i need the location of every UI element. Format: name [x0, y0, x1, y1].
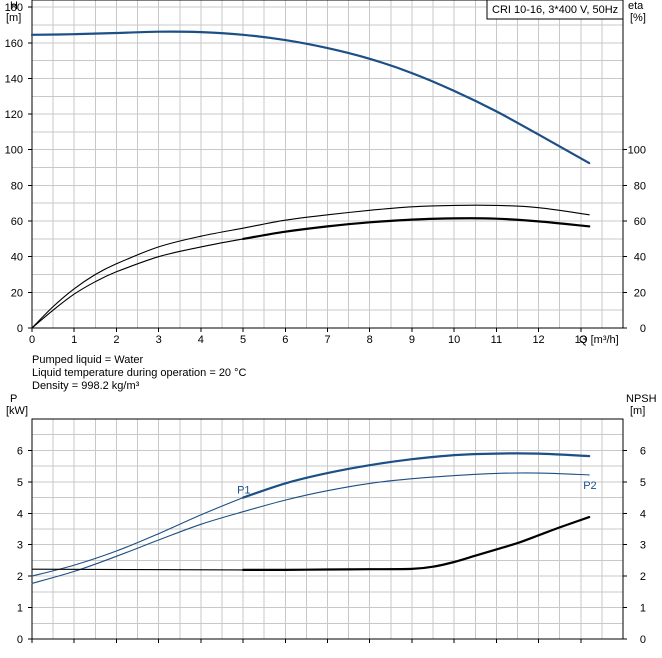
y-left-tick-label: 120 — [5, 109, 23, 121]
y-left-axis-unit: [m] — [6, 12, 21, 24]
x-tick-label: 11 — [491, 334, 502, 346]
y-right-axis-unit: [m] — [630, 405, 645, 417]
y-right-tick-label: 2 — [640, 571, 646, 583]
y-right-tick-label: 100 — [628, 145, 646, 157]
y-left-axis-title: P — [10, 393, 17, 405]
x-axis-label: Q [m³/h] — [579, 334, 619, 346]
info-line-temperature: Liquid temperature during operation = 20… — [32, 367, 247, 379]
y-left-tick-label: 4 — [17, 508, 23, 520]
x-tick-label: 9 — [409, 334, 415, 346]
y-left-tick-label: 160 — [5, 38, 23, 50]
y-left-tick-label: 40 — [11, 252, 23, 264]
x-tick-label: 10 — [448, 334, 460, 346]
series-H-line — [30, 30, 591, 165]
x-tick-label: 7 — [324, 334, 330, 346]
y-left-tick-label: 0 — [17, 634, 23, 646]
title-box: CRI 10-16, 3*400 V, 50Hz — [486, 0, 624, 20]
y-right-tick-label: 1 — [640, 603, 646, 615]
y-left-tick-label: 2 — [17, 571, 23, 583]
y-right-tick-label: 20 — [634, 287, 646, 299]
x-tick-label: 13 — [575, 334, 587, 346]
y-left-tick-label: 80 — [11, 180, 23, 192]
y-left-tick-label: 6 — [17, 445, 23, 457]
y-left-axis-title: H — [10, 0, 18, 12]
y-left-tick-label: 100 — [5, 145, 23, 157]
y-left-tick-label: 140 — [5, 73, 23, 85]
series-eta-lower-bold-line — [242, 217, 591, 240]
y-left-axis-unit: [kW] — [6, 405, 28, 417]
info-line-density: Density = 998.2 kg/m³ — [32, 380, 140, 392]
y-right-tick-label: 0 — [640, 323, 646, 335]
power-npsh-panel: 0 1 2 3 4 5 6 0 1 2 3 4 5 6 P[kW] NPSH[m] P1 P2 — [6, 393, 657, 646]
series-P2-line — [31, 472, 590, 584]
series-NPSH-line — [242, 516, 591, 572]
x-tick-label: 12 — [532, 334, 544, 346]
y-left-tick-label: 0 — [17, 323, 23, 335]
x-tick-label: 6 — [282, 334, 288, 346]
y-left-tick-label: 3 — [17, 540, 23, 552]
x-tick-label: 1 — [71, 334, 77, 346]
y-right-tick-label: 4 — [640, 508, 646, 520]
x-tick-label: 8 — [367, 334, 373, 346]
y-right-tick-label: 0 — [640, 634, 646, 646]
series-label-P1: P1 — [237, 485, 250, 497]
x-tick-label: 4 — [198, 334, 204, 346]
y-right-tick-label: 5 — [640, 477, 646, 489]
y-right-axis-title: NPSH — [626, 393, 657, 405]
y-right-axis-unit: [%] — [630, 12, 646, 24]
x-tick-label: 2 — [113, 334, 119, 346]
y-right-axis-title: eta — [628, 0, 644, 12]
liquid-info: Pumped liquid = Water Liquid temperature… — [32, 354, 247, 392]
chart-title: CRI 10-16, 3*400 V, 50Hz — [492, 4, 618, 16]
y-left-tick-label: 1 — [17, 603, 23, 615]
x-tick-label: 0 — [29, 334, 35, 346]
x-tick-label: 3 — [156, 334, 162, 346]
y-left-tick-label: 180 — [5, 2, 23, 14]
y-right-tick-label: 3 — [640, 540, 646, 552]
y-left-tick-label: 5 — [17, 477, 23, 489]
series-P1-bold-line — [242, 452, 591, 499]
info-line-pumped-liquid: Pumped liquid = Water — [32, 354, 144, 366]
series-P1-line — [31, 497, 244, 577]
y-right-tick-label: 60 — [634, 216, 646, 228]
y-left-tick-label: 20 — [11, 287, 23, 299]
series-eta-lower-thin-line — [31, 238, 244, 329]
y-right-tick-label: 6 — [640, 445, 646, 457]
y-left-tick-label: 60 — [11, 216, 23, 228]
y-right-tick-label: 80 — [634, 180, 646, 192]
x-tick-label: 5 — [240, 334, 246, 346]
series-label-P2: P2 — [583, 480, 596, 492]
series-NPSH-thin-line — [31, 568, 244, 571]
series-eta-upper-thin-line — [31, 204, 590, 329]
y-right-tick-label: 40 — [634, 252, 646, 264]
